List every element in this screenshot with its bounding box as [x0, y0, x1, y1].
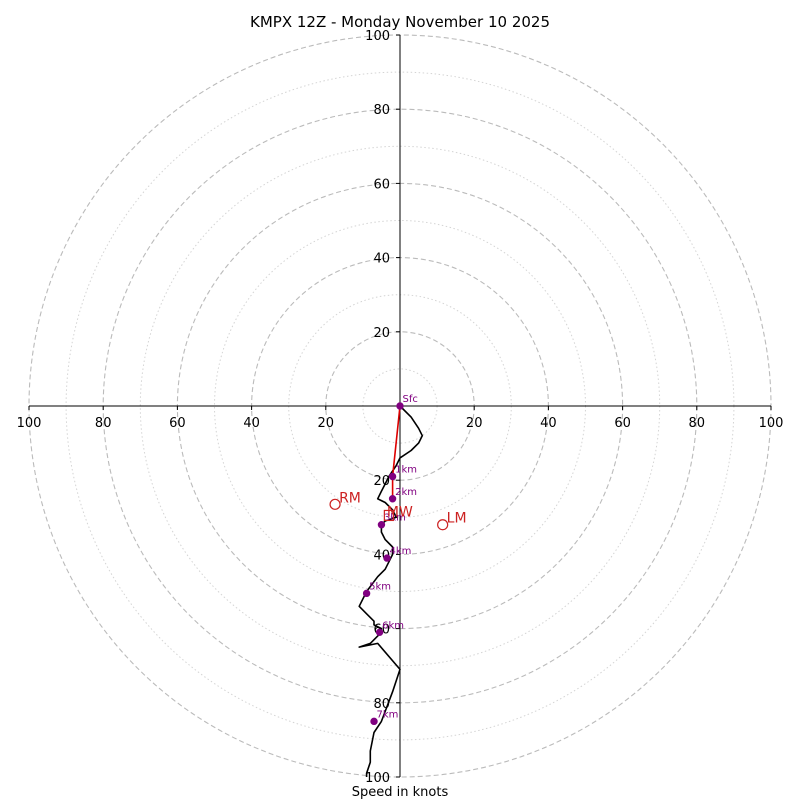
height-marker-4km: 4km — [383, 546, 412, 562]
height-marker-dot — [375, 628, 384, 637]
height-marker-label: 3km — [384, 513, 406, 524]
storm-motion-lm: LM — [437, 511, 467, 531]
height-marker-7km: 7km — [370, 709, 399, 726]
height-marker-3km: 3km — [377, 513, 406, 529]
height-marker-label: Sfc — [403, 394, 418, 405]
x-tick-label: 40 — [540, 416, 557, 431]
y-tick-label: 80 — [373, 103, 390, 118]
height-marker-dot — [383, 554, 391, 562]
storm-motion-marker — [383, 509, 394, 522]
storm-motion-rm: RM — [329, 490, 361, 510]
height-marker-dot — [370, 717, 378, 726]
storm-motion-label: LM — [447, 511, 467, 527]
y-tick-label: 20 — [373, 326, 390, 341]
y-tick-label: 100 — [365, 29, 390, 44]
x-tick-label: 100 — [759, 416, 784, 431]
chart-title: KMPX 12Z - Monday November 10 2025 — [250, 13, 550, 31]
height-marker-2km: 2km — [388, 487, 417, 503]
height-marker-label: 7km — [377, 709, 399, 720]
height-markers: Sfc 1km 2km 3km 4km 5km 6km 7km — [362, 394, 418, 726]
height-marker-label: 5km — [369, 581, 391, 592]
x-axis-label: Speed in knots — [352, 785, 449, 800]
height-marker-6km: 6km — [375, 620, 404, 637]
y-tick-label-lower: 20 — [373, 474, 390, 489]
y-tick-label: 60 — [373, 177, 390, 192]
x-tick-label: 80 — [689, 416, 706, 431]
height-marker-dot — [396, 402, 404, 410]
storm-motion-mw: MW — [383, 504, 413, 522]
height-marker-5km: 5km — [362, 581, 391, 598]
y-tick-label-lower: 100 — [365, 771, 390, 786]
height-marker-dot — [388, 495, 397, 503]
tick-labels: 1008060402020406080100204060801002040608… — [17, 29, 784, 786]
height-marker-label: 1km — [395, 464, 417, 475]
height-marker-label: 6km — [382, 620, 404, 631]
storm-motion-marker — [437, 519, 449, 531]
x-tick-label: 20 — [466, 416, 483, 431]
height-marker-dot — [377, 521, 386, 529]
height-marker-1km: 1km — [388, 464, 417, 481]
x-tick-label: 60 — [169, 416, 186, 431]
height-marker-label: 2km — [395, 487, 417, 498]
wind-profile-line — [358, 405, 424, 777]
x-tick-label: 100 — [17, 416, 42, 431]
x-tick-label: 20 — [318, 416, 335, 431]
storm-motion-label: RM — [339, 490, 361, 506]
height-marker-sfc: Sfc — [396, 394, 418, 410]
height-marker-label: 4km — [390, 546, 412, 557]
x-tick-label: 60 — [614, 416, 631, 431]
storm-motion-label: MW — [387, 504, 413, 520]
height-marker-dot — [388, 472, 397, 481]
y-tick-label: 40 — [373, 252, 390, 267]
x-tick-label: 80 — [95, 416, 112, 431]
low-level-shear-line — [391, 405, 401, 499]
height-marker-dot — [362, 589, 371, 598]
storm-motion-marker — [329, 498, 341, 510]
x-tick-label: 40 — [243, 416, 260, 431]
storm-motion-markers: RM LM MW — [329, 490, 467, 531]
